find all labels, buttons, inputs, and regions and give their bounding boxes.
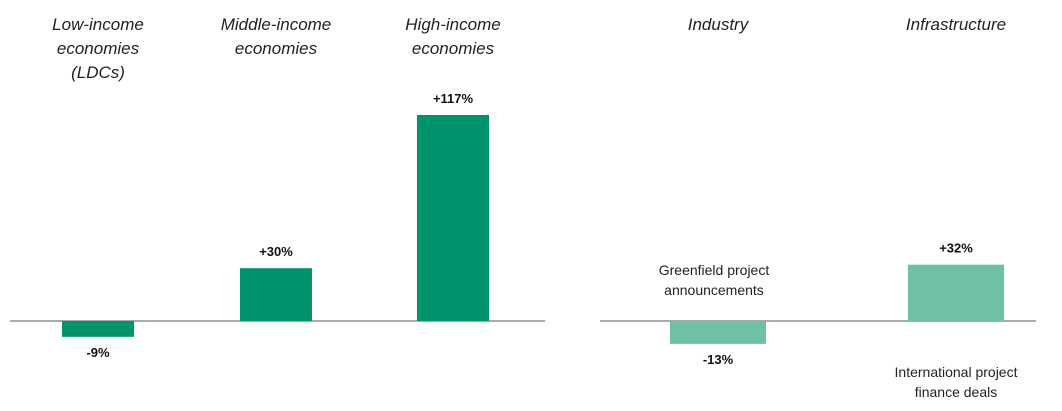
bar-2-1 [670,321,766,344]
annotation-2-line-1: International project [895,364,1018,380]
category-label-2-1-line-1: Industry [688,15,750,34]
bar-1-2 [240,268,312,321]
annotation-2-line-2: finance deals [915,384,998,400]
category-label-1-2-line-2: economies [235,39,318,58]
category-label-1-2-line-1: Middle-income [221,15,332,34]
category-label-1-1-line-3: (LDCs) [71,63,125,82]
category-label-2-2-line-1: Infrastructure [906,15,1006,34]
data-label-1-1: -9% [86,345,110,360]
annotation-1-line-2: announcements [664,282,764,298]
annotation-1-line-1: Greenfield project [659,262,770,278]
category-label-1-1-line-2: economies [57,39,140,58]
category-label-1-1-line-1: Low-income [52,15,144,34]
category-label-1-3-line-2: economies [412,39,495,58]
data-label-1-2: +30% [259,244,293,259]
bar-1-1 [62,321,134,337]
bar-1-3 [417,115,489,321]
data-label-2-1: -13% [703,352,734,367]
data-label-1-3: +117% [433,91,474,106]
bar-2-2 [908,264,1004,321]
category-label-1-3-line-1: High-income [405,15,500,34]
data-label-2-2: +32% [939,241,973,256]
